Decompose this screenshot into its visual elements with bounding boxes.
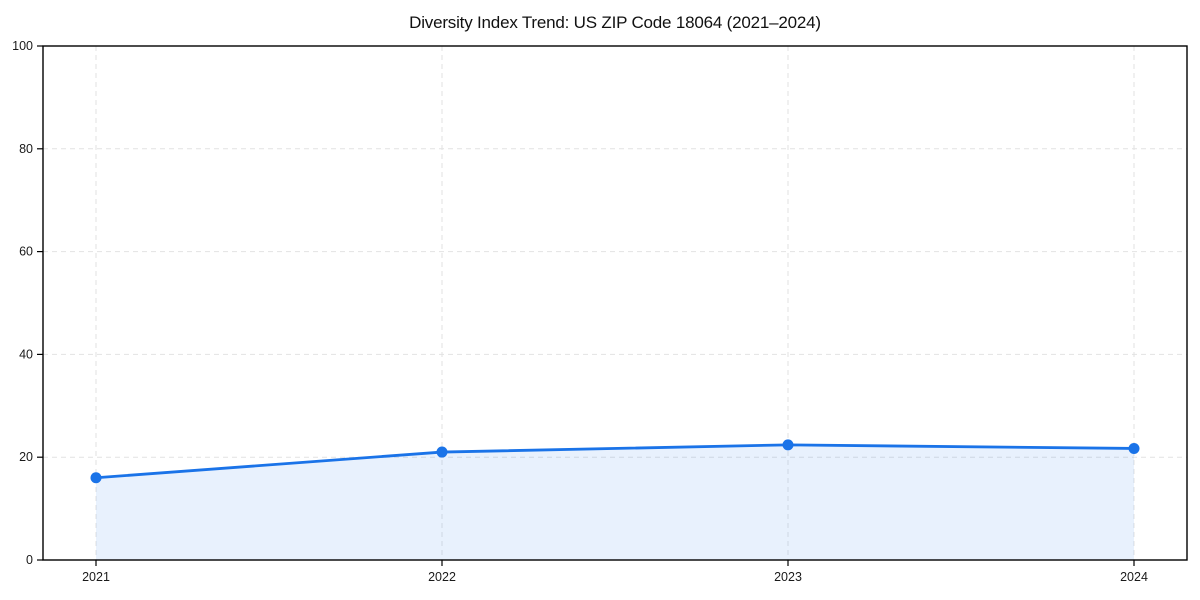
trend-line [94, 443, 1136, 480]
data-point-2021 [90, 472, 102, 484]
x-tick-label: 2022 [428, 570, 456, 584]
x-tick-label: 2023 [774, 570, 802, 584]
chart-title: Diversity Index Trend: US ZIP Code 18064… [409, 13, 821, 32]
y-tick-label: 20 [19, 450, 33, 464]
data-point-2022 [436, 446, 448, 458]
y-tick-label: 60 [19, 245, 33, 259]
area-fill [96, 444, 1134, 560]
data-point-2024 [1128, 442, 1140, 454]
y-tick-label: 0 [26, 553, 33, 567]
plot-border [42, 45, 1188, 561]
x-tick-label: 2021 [82, 570, 110, 584]
data-point-2023 [782, 439, 794, 451]
y-tick-label: 100 [12, 39, 33, 53]
y-tick-label: 40 [19, 347, 33, 361]
y-tick-label: 80 [19, 142, 33, 156]
x-tick-label: 2024 [1120, 570, 1148, 584]
